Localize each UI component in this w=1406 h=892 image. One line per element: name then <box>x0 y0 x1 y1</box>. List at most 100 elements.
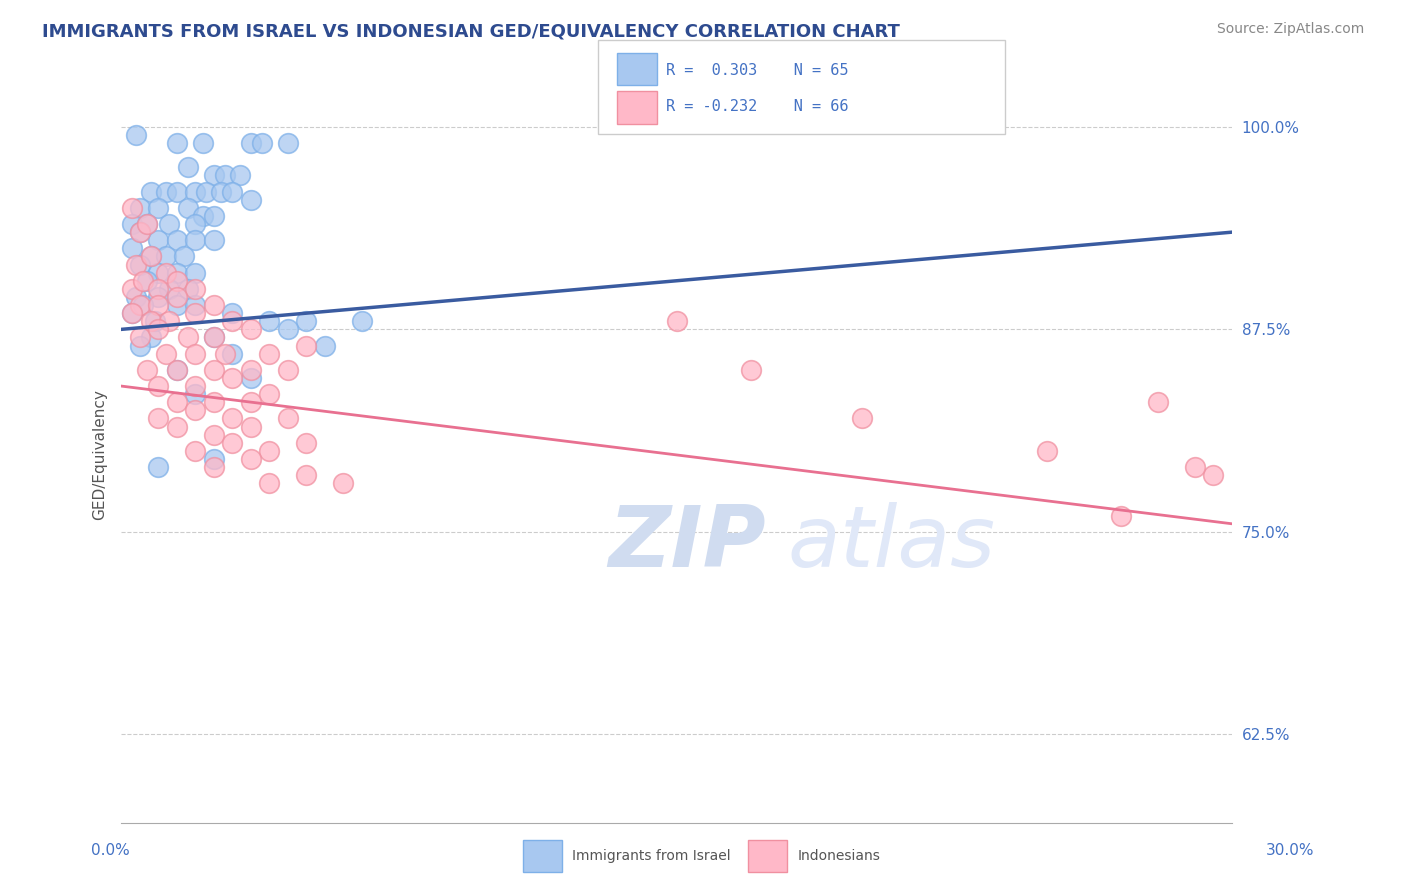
Point <box>1109 508 1132 523</box>
Text: 30.0%: 30.0% <box>1267 843 1315 858</box>
Point <box>166 395 188 409</box>
Text: 0.0%: 0.0% <box>91 843 131 858</box>
Point <box>221 306 243 320</box>
Point <box>851 411 873 425</box>
Point <box>214 169 236 183</box>
Point <box>121 306 143 320</box>
Point <box>221 185 243 199</box>
Point <box>184 217 207 231</box>
Point <box>139 314 162 328</box>
Point <box>166 419 188 434</box>
Point <box>202 427 225 442</box>
Point <box>177 282 200 296</box>
Point <box>295 468 318 483</box>
Point <box>184 266 207 280</box>
Point <box>740 363 762 377</box>
Point <box>277 363 299 377</box>
Point <box>184 379 207 393</box>
Point <box>184 185 207 199</box>
Point <box>295 435 318 450</box>
Point <box>184 403 207 417</box>
Point <box>184 306 207 320</box>
Point <box>350 314 373 328</box>
Point <box>177 201 200 215</box>
Point <box>155 250 177 264</box>
Point <box>139 250 162 264</box>
Point <box>239 322 262 336</box>
Point <box>202 395 225 409</box>
Point <box>166 185 188 199</box>
Point <box>184 298 207 312</box>
Point <box>202 330 225 344</box>
Point <box>148 201 170 215</box>
Point <box>121 217 143 231</box>
Point <box>136 274 159 288</box>
Point <box>128 225 150 239</box>
Point <box>136 363 159 377</box>
Point <box>132 298 155 312</box>
Point <box>295 314 318 328</box>
Point <box>314 338 336 352</box>
Point <box>239 419 262 434</box>
Point <box>228 169 250 183</box>
Point <box>209 185 232 199</box>
Point <box>148 290 170 304</box>
Point <box>202 298 225 312</box>
Point <box>221 346 243 360</box>
Point <box>148 233 170 247</box>
Point <box>259 387 281 401</box>
Point <box>139 250 162 264</box>
Point <box>239 395 262 409</box>
Point <box>143 314 166 328</box>
Point <box>155 346 177 360</box>
Point <box>132 274 155 288</box>
Text: IMMIGRANTS FROM ISRAEL VS INDONESIAN GED/EQUIVALENCY CORRELATION CHART: IMMIGRANTS FROM ISRAEL VS INDONESIAN GED… <box>42 22 900 40</box>
Point <box>157 314 180 328</box>
Point <box>239 371 262 385</box>
Point <box>239 193 262 207</box>
Point <box>148 266 170 280</box>
Point <box>155 185 177 199</box>
Point <box>128 338 150 352</box>
Point <box>202 363 225 377</box>
Point <box>166 363 188 377</box>
Point <box>136 217 159 231</box>
Point <box>184 346 207 360</box>
Point <box>157 282 180 296</box>
Point <box>121 201 143 215</box>
Point <box>166 274 188 288</box>
Text: Immigrants from Israel: Immigrants from Israel <box>572 849 731 863</box>
Point <box>128 225 150 239</box>
Point <box>202 209 225 223</box>
Point <box>148 460 170 475</box>
Point <box>184 233 207 247</box>
Point <box>250 136 273 150</box>
Text: Source: ZipAtlas.com: Source: ZipAtlas.com <box>1216 22 1364 37</box>
Point <box>148 411 170 425</box>
Point <box>157 217 180 231</box>
Point <box>239 363 262 377</box>
Point <box>139 330 162 344</box>
Text: Indonesians: Indonesians <box>797 849 880 863</box>
Point <box>202 169 225 183</box>
Point <box>136 217 159 231</box>
Point <box>1184 460 1206 475</box>
Point <box>259 314 281 328</box>
Point <box>166 136 188 150</box>
Point <box>173 250 195 264</box>
Point <box>148 379 170 393</box>
Point <box>195 185 218 199</box>
Point <box>1036 443 1059 458</box>
Point <box>191 209 214 223</box>
Text: ZIP: ZIP <box>607 502 765 585</box>
Point <box>128 258 150 272</box>
Point <box>148 298 170 312</box>
Point <box>128 298 150 312</box>
Point <box>202 460 225 475</box>
Point <box>259 476 281 491</box>
Point <box>665 314 688 328</box>
Text: atlas: atlas <box>787 502 995 585</box>
Point <box>121 282 143 296</box>
Point <box>125 258 148 272</box>
Point <box>184 387 207 401</box>
